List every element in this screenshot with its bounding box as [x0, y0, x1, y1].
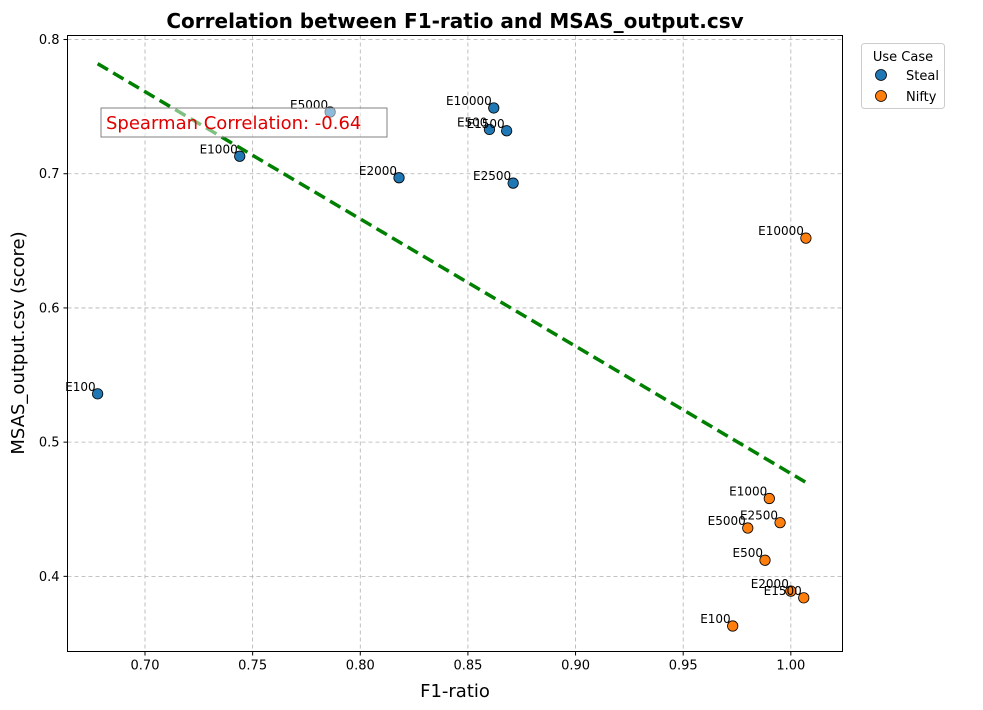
point-label: E2500	[740, 509, 778, 523]
x-tick-label: 0.85	[453, 659, 482, 674]
data-point-nifty	[742, 522, 754, 534]
x-tick-label: 0.80	[346, 659, 375, 674]
point-label: E10000	[758, 224, 804, 238]
point-label: E500	[733, 546, 764, 560]
annotation-text: Spearman Correlation: -0.64	[106, 113, 361, 134]
x-tick-label: 0.90	[561, 659, 590, 674]
data-point-nifty	[774, 517, 786, 529]
y-tick-label: 0.6	[39, 301, 60, 316]
y-axis-ticks: 0.4 0.5 0.6 0.7 0.8	[39, 33, 68, 585]
data-point-steal	[92, 388, 104, 400]
point-label: E1000	[729, 485, 767, 499]
grid	[67, 35, 843, 652]
x-tick-label: 0.70	[131, 659, 160, 674]
data-point-nifty	[798, 592, 810, 604]
data-points	[92, 102, 812, 632]
y-tick-label: 0.4	[39, 570, 60, 585]
y-tick-label: 0.8	[39, 33, 60, 48]
legend-title: Use Case	[873, 50, 933, 65]
data-point-steal	[501, 125, 513, 137]
point-label: E100	[65, 380, 96, 394]
data-point-nifty	[785, 585, 797, 597]
annotation-box	[100, 107, 388, 138]
data-point-nifty	[763, 492, 775, 505]
chart-title: Correlation between F1-ratio and MSAS_ou…	[166, 9, 743, 33]
legend-marker-nifty	[875, 90, 887, 102]
point-label: E5000	[708, 514, 746, 528]
plot-frame	[67, 35, 843, 652]
data-point-steal	[234, 150, 246, 162]
x-tick-label: 0.95	[669, 659, 698, 674]
legend-label-nifty: Nifty	[906, 90, 937, 105]
point-label: E2000	[751, 577, 789, 591]
data-point-steal	[488, 102, 500, 114]
x-axis-ticks: 0.70 0.75 0.80 0.85 0.90 0.95 1.00	[131, 651, 805, 674]
point-label: E1500	[764, 584, 802, 598]
x-axis-label: F1-ratio	[420, 681, 490, 702]
data-point-nifty	[727, 620, 739, 632]
data-point-steal	[507, 177, 519, 189]
point-labels: E100 E1000 E5000 E2000 E500 E10000 E1500 E2500 E…	[65, 94, 804, 626]
y-axis-label: MSAS_output.csv (score)	[8, 231, 29, 454]
point-label: E1500	[467, 117, 505, 131]
point-label: E10000	[446, 94, 492, 108]
data-point-steal	[483, 123, 496, 136]
point-label: E500	[457, 115, 488, 129]
point-label: E100	[700, 612, 731, 626]
data-point-nifty	[759, 554, 771, 566]
x-tick-label: 0.75	[238, 659, 267, 674]
point-label: E2500	[473, 169, 511, 183]
x-tick-label: 1.00	[776, 659, 805, 674]
legend-marker-steal	[875, 69, 887, 81]
legend-label-steal: Steal	[906, 69, 939, 84]
point-label: E1000	[200, 142, 238, 156]
legend: Use Case Steal Nifty	[861, 43, 945, 109]
data-point-nifty	[800, 232, 812, 244]
y-tick-label: 0.7	[39, 167, 60, 182]
data-point-steal	[393, 172, 405, 184]
y-tick-label: 0.5	[39, 436, 60, 451]
point-label: E2000	[359, 164, 397, 178]
spearman-annotation: Spearman Correlation: -0.64	[100, 107, 388, 138]
